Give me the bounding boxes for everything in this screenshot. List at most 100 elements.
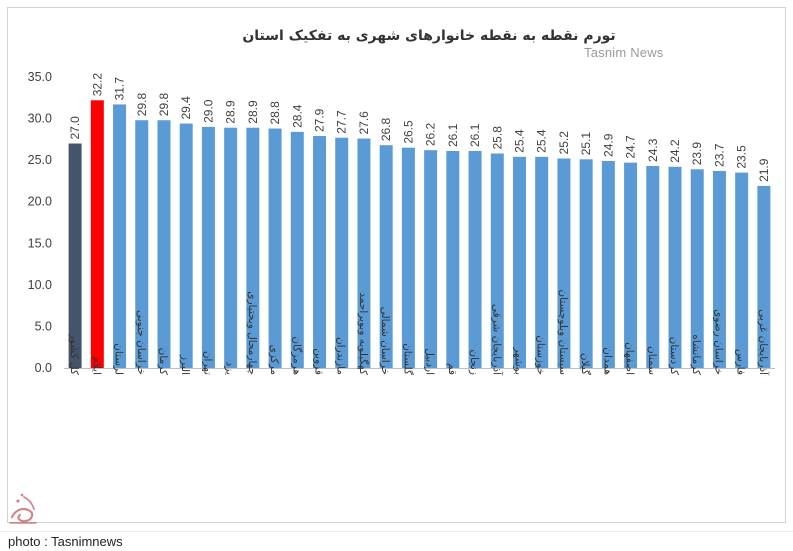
bar: [157, 120, 171, 368]
category-label: مرکزی: [268, 345, 280, 375]
data-label: 25.4: [512, 129, 526, 153]
data-label: 32.2: [90, 73, 104, 97]
data-label: 25.4: [535, 129, 549, 153]
data-label: 26.1: [468, 123, 482, 147]
category-label: کرمان: [157, 348, 169, 375]
bar: [179, 123, 193, 368]
data-label: 27.9: [313, 108, 327, 132]
category-label: هرمزگان: [290, 336, 303, 375]
y-tick-label: 30.0: [28, 112, 52, 126]
credit-bar: photo : Tasnimnews: [0, 531, 793, 551]
data-label: 24.7: [624, 135, 638, 159]
bar: [757, 185, 771, 368]
data-label: 25.8: [490, 126, 504, 150]
bar: [512, 156, 526, 368]
data-label: 24.9: [601, 133, 615, 157]
bar: [401, 147, 415, 368]
category-label: یزد: [224, 362, 236, 375]
chart-title: تورم نقطه به نقطه خانوارهای شهری به تفکی…: [242, 28, 615, 44]
data-label: 28.8: [268, 101, 282, 125]
bar: [424, 150, 438, 368]
bar: [646, 165, 660, 368]
y-tick-label: 20.0: [28, 195, 52, 209]
bar: [624, 162, 638, 368]
category-label: تهران: [201, 351, 213, 375]
category-label: آذربایجان غربی: [757, 309, 770, 376]
bar: [113, 104, 127, 369]
category-label: خراسان رضوی: [712, 309, 724, 375]
data-label: 28.9: [246, 100, 260, 124]
category-label: زنجان: [468, 349, 480, 375]
bar: [668, 166, 682, 368]
data-label: 29.0: [201, 99, 215, 123]
bar: [335, 137, 349, 368]
y-tick-label: 0.0: [35, 361, 52, 375]
bar: [313, 136, 327, 368]
data-label: 26.1: [446, 123, 460, 147]
bar: [690, 169, 704, 368]
category-label: اصفهان: [624, 342, 636, 375]
category-label: مازندران: [335, 337, 347, 375]
bar: [90, 100, 104, 368]
bar: [557, 158, 571, 368]
category-label: خوزستان: [535, 335, 547, 375]
bar: [468, 150, 482, 368]
category-label: گیلان: [579, 353, 592, 375]
bar: [535, 156, 549, 368]
data-label: 27.0: [68, 116, 82, 140]
y-tick-label: 25.0: [28, 153, 52, 167]
value-labels-group: 27.0 32.2 31.7 29.8 29.8 29.4 29.0 28.9 28.9 28.8…: [68, 73, 771, 182]
data-label: 25.2: [557, 131, 571, 155]
category-label: آذربایجان شرقی: [490, 304, 503, 376]
bar: [201, 126, 215, 368]
watermark: Tasnim News: [584, 45, 664, 60]
y-tick-label: 5.0: [35, 319, 52, 333]
bar: [268, 128, 282, 368]
data-label: 24.3: [646, 138, 660, 162]
data-label: 28.9: [224, 100, 238, 124]
category-labels-group: کل کشور ایلام لرستان خراسان جنوبی کرمان البرز…: [68, 289, 770, 376]
data-label: 27.6: [357, 111, 371, 135]
category-label: بوشهر: [512, 346, 524, 375]
category-label: ایلام: [90, 356, 102, 375]
category-label: کردستان: [668, 337, 680, 375]
bar: [246, 127, 260, 369]
bar: [601, 160, 615, 368]
bar: [224, 127, 238, 369]
category-label: خراسان جنوبی: [135, 310, 147, 375]
category-label: سمنان: [646, 346, 658, 375]
bar: [446, 150, 460, 368]
category-label: همدان: [601, 347, 613, 375]
data-label: 31.7: [113, 77, 127, 101]
data-label: 26.8: [379, 117, 393, 141]
category-label: کل کشور: [68, 333, 80, 375]
category-label: اردبیل: [424, 348, 436, 375]
y-tick-label: 35.0: [28, 70, 52, 84]
data-label: 25.1: [579, 132, 593, 156]
data-label: 27.7: [335, 110, 349, 134]
category-label: سیستان وبلوچستان: [557, 289, 569, 375]
bar: [735, 172, 749, 368]
category-label: فارس: [735, 349, 747, 375]
bar: [135, 120, 149, 368]
photo-credit: photo : Tasnimnews: [8, 534, 123, 549]
bar: [379, 145, 393, 368]
data-label: 29.4: [179, 96, 193, 120]
tasnim-logo-icon: [9, 493, 37, 524]
category-label: خراسان شمالی: [379, 307, 391, 375]
bar: [357, 138, 371, 368]
data-label: 21.9: [757, 158, 771, 182]
category-label: قم: [446, 363, 458, 375]
bar: [290, 131, 304, 368]
category-label: لرستان: [113, 343, 125, 375]
y-tick-label: 15.0: [28, 236, 52, 250]
data-label: 28.4: [290, 104, 304, 128]
category-label: کهگیلویه وبویراحمد: [357, 292, 370, 375]
data-label: 29.8: [135, 93, 149, 117]
data-label: 24.2: [668, 139, 682, 163]
data-label: 23.5: [735, 145, 749, 169]
data-label: 23.7: [712, 143, 726, 167]
data-label: 26.5: [401, 120, 415, 144]
